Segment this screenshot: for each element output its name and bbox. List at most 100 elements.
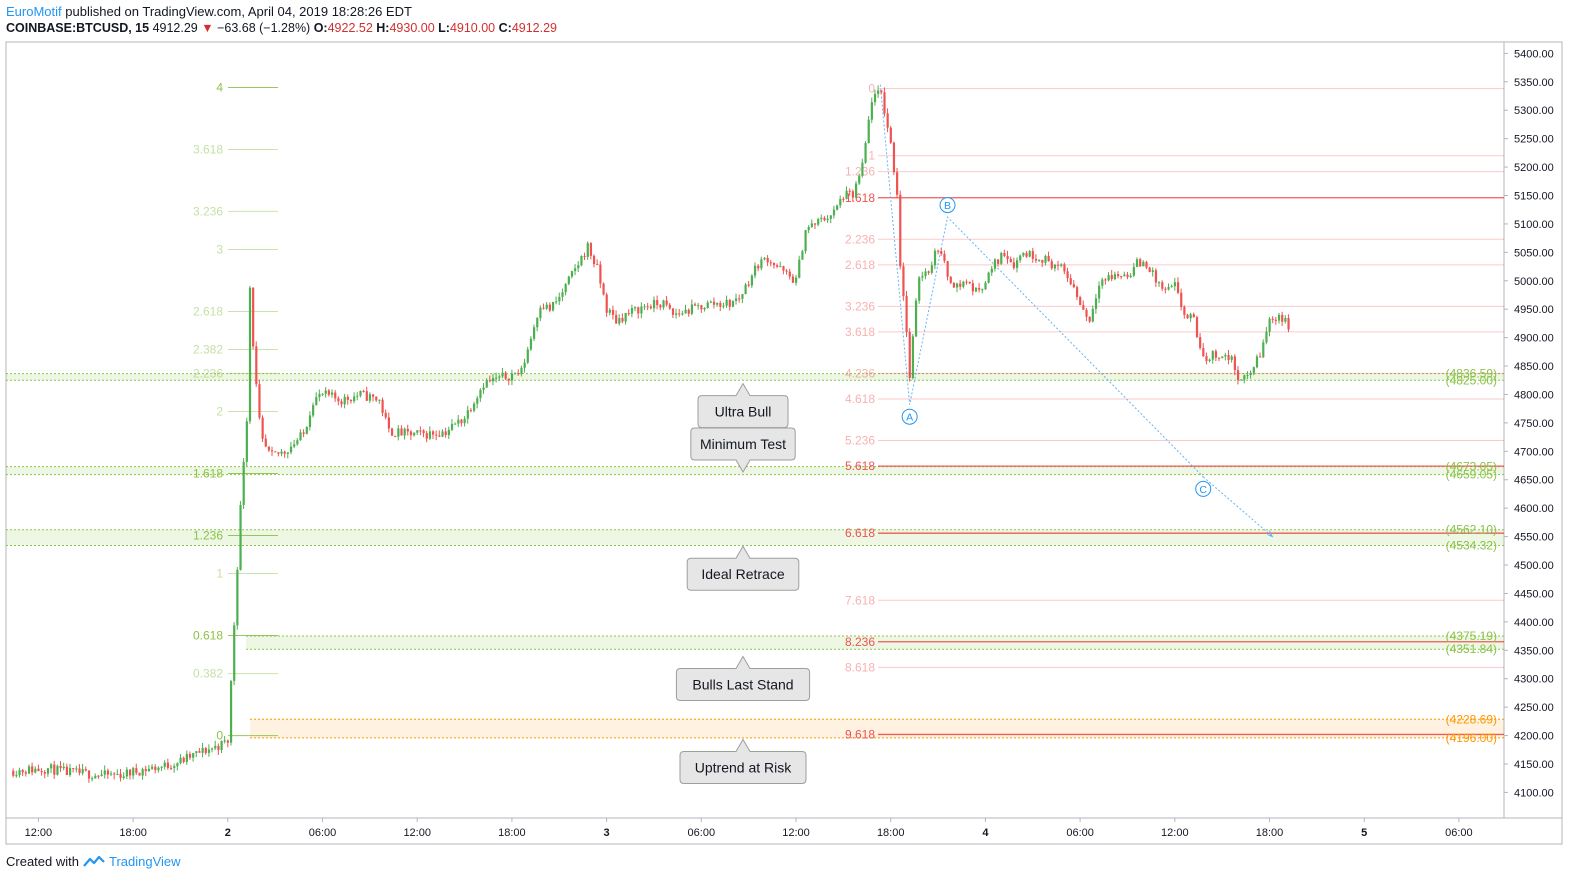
candle-body bbox=[807, 226, 810, 231]
candle-body bbox=[570, 271, 574, 277]
candle-body bbox=[586, 243, 589, 257]
tradingview-logo-icon[interactable] bbox=[83, 855, 105, 868]
candle-body bbox=[681, 313, 684, 315]
candle-body bbox=[646, 306, 649, 308]
candle-body bbox=[125, 769, 128, 777]
candle-body bbox=[1274, 319, 1278, 321]
candle-body bbox=[207, 749, 211, 753]
zone-top-label: (4562.10) bbox=[1446, 523, 1497, 537]
candle-body bbox=[27, 766, 31, 774]
candle-body bbox=[72, 768, 75, 770]
candle-body bbox=[242, 461, 245, 506]
zone-band bbox=[6, 373, 1504, 381]
author-link[interactable]: EuroMotif bbox=[6, 4, 62, 19]
tradingview-brand-link[interactable]: TradingView bbox=[108, 854, 181, 869]
candle-body bbox=[425, 433, 428, 439]
candle-body bbox=[997, 259, 1000, 264]
candle-body bbox=[567, 276, 570, 284]
time-tick-label: 18:00 bbox=[1256, 827, 1284, 839]
candle-body bbox=[507, 378, 510, 381]
price-scale: 5400.00 5350.00 5300.00 5250.00 5200.00 5150.… bbox=[1504, 48, 1554, 799]
candle-body bbox=[877, 90, 880, 94]
candle-body bbox=[1199, 337, 1202, 349]
candle-body bbox=[274, 451, 277, 453]
candle-body bbox=[267, 446, 271, 451]
candle-body bbox=[447, 429, 450, 436]
candle-body bbox=[697, 305, 700, 307]
candle-body bbox=[1009, 258, 1012, 263]
candle-body bbox=[659, 305, 662, 308]
price-tick-label: 4700.00 bbox=[1514, 446, 1554, 458]
fib-green-label: 0.618 bbox=[193, 629, 223, 643]
candle-body bbox=[1139, 259, 1142, 267]
callout-shape bbox=[675, 655, 811, 701]
candle-body bbox=[163, 762, 166, 767]
candle-body bbox=[1224, 354, 1227, 357]
candle-body bbox=[731, 300, 735, 307]
candle-body bbox=[43, 772, 46, 774]
candle-body bbox=[1034, 258, 1038, 261]
candle-body bbox=[214, 745, 217, 749]
candle-body bbox=[899, 194, 902, 267]
symbol-label[interactable]: COINBASE:BTCUSD, 15 bbox=[6, 21, 150, 35]
candle-body bbox=[1066, 271, 1069, 279]
zone-band bbox=[250, 719, 1504, 738]
zone-top-label: (4673.05) bbox=[1446, 460, 1497, 474]
candle-body bbox=[823, 217, 826, 221]
candle-body bbox=[738, 298, 741, 300]
candle-body bbox=[299, 432, 302, 441]
candle-body bbox=[829, 215, 832, 219]
price-tick-label: 4800.00 bbox=[1514, 389, 1554, 401]
zone-band bbox=[246, 635, 1504, 650]
candle-body bbox=[735, 298, 738, 301]
fib-green-label: 2.382 bbox=[193, 343, 223, 357]
close-label: C: bbox=[498, 21, 512, 35]
candle-body bbox=[712, 301, 716, 305]
candle-body bbox=[873, 93, 877, 103]
candle-body bbox=[113, 773, 116, 775]
candle-body bbox=[706, 302, 709, 308]
candle-body bbox=[1173, 282, 1177, 287]
candle-body bbox=[141, 769, 144, 776]
time-tick-label: 12:00 bbox=[25, 827, 53, 839]
callout-shape bbox=[686, 545, 800, 591]
candle-body bbox=[198, 751, 201, 753]
candle-body bbox=[1129, 275, 1132, 278]
candle-body bbox=[185, 754, 188, 762]
fib-green-label: 4 bbox=[216, 80, 223, 94]
candle-body bbox=[1243, 375, 1246, 380]
candle-body bbox=[634, 307, 637, 309]
candle-body bbox=[1044, 255, 1047, 263]
fib-red-label: 1.236 bbox=[845, 165, 875, 179]
time-axis[interactable] bbox=[5, 817, 1563, 845]
candle-body bbox=[956, 283, 959, 288]
zone-top-label: (4836.59) bbox=[1446, 367, 1497, 381]
candle-body bbox=[709, 301, 712, 303]
candle-body bbox=[160, 766, 163, 768]
candle-body bbox=[46, 768, 50, 774]
candle-body bbox=[359, 390, 362, 396]
candle-body bbox=[757, 265, 760, 269]
candle-body bbox=[1025, 252, 1028, 257]
candle-body bbox=[283, 451, 286, 454]
candle-body bbox=[514, 372, 517, 374]
wave-extension bbox=[1202, 476, 1273, 537]
candle-body bbox=[599, 264, 602, 284]
candle-body bbox=[330, 392, 334, 395]
wave-marker bbox=[901, 408, 918, 425]
created-with-text: Created with bbox=[6, 854, 79, 869]
low-label: L: bbox=[438, 21, 450, 35]
candle-body bbox=[1214, 351, 1218, 358]
candle-body bbox=[883, 92, 886, 114]
candle-body bbox=[1277, 314, 1281, 321]
candle-body bbox=[1028, 251, 1031, 257]
candle-body bbox=[984, 282, 987, 290]
fib-red-label: 5.236 bbox=[845, 434, 875, 448]
candle-body bbox=[1287, 318, 1290, 330]
candle-body bbox=[744, 284, 747, 295]
candle-body bbox=[450, 423, 454, 430]
candle-body bbox=[1038, 260, 1041, 262]
candle-body bbox=[195, 751, 198, 753]
candle-body bbox=[110, 773, 113, 775]
